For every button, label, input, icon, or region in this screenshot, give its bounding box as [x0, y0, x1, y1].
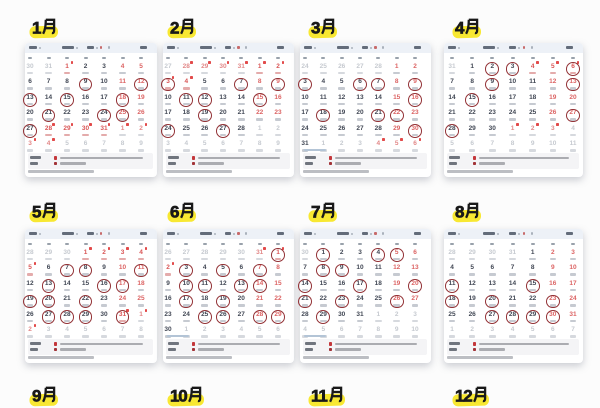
- svg-text:11: 11: [311, 387, 327, 406]
- svg-text:1: 1: [32, 19, 41, 38]
- svg-text:7: 7: [311, 203, 320, 222]
- svg-text:6: 6: [170, 203, 179, 222]
- svg-text:10: 10: [170, 387, 187, 406]
- svg-text:12: 12: [455, 387, 472, 406]
- svg-text:3: 3: [311, 19, 320, 38]
- svg-text:9: 9: [32, 387, 41, 406]
- svg-text:2: 2: [170, 19, 179, 38]
- svg-text:4: 4: [455, 19, 465, 38]
- svg-text:8: 8: [455, 203, 464, 222]
- svg-text:5: 5: [32, 203, 41, 222]
